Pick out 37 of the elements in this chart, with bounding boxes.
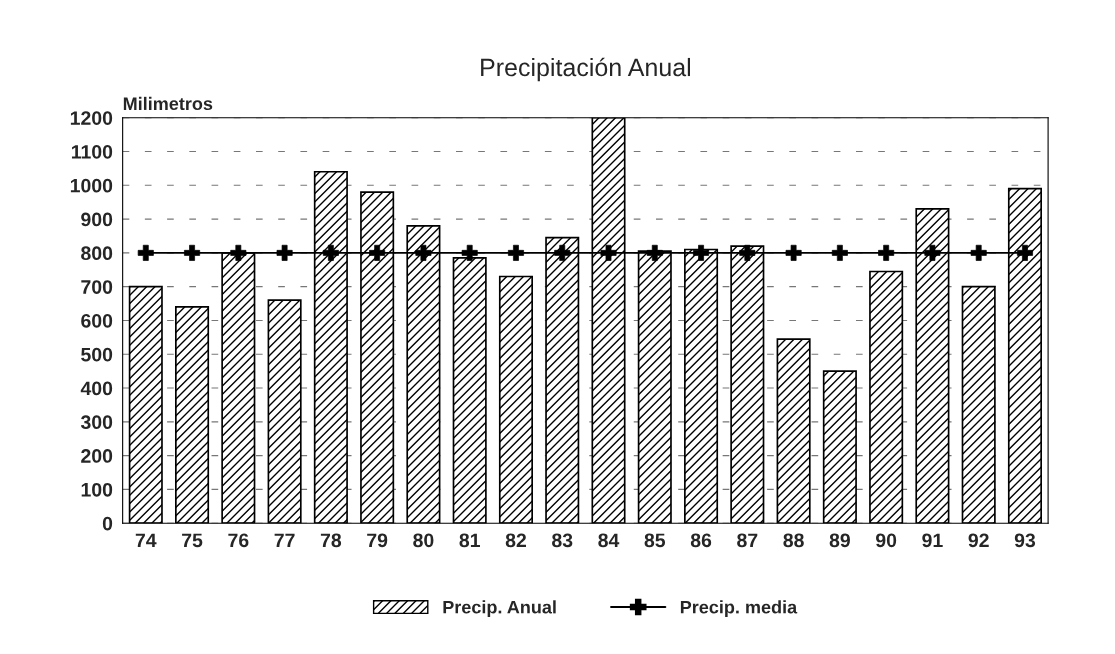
x-tick-label: 93 [1014, 533, 1036, 548]
x-tick-label: 80 [413, 533, 434, 548]
y-tick-label: 600 [81, 313, 113, 328]
x-tick-label: 86 [690, 533, 712, 548]
x-tick-label: 82 [505, 533, 526, 548]
x-tick-label: 85 [644, 533, 666, 548]
legend-label: Precip. media [680, 600, 798, 618]
y-tick-label: 1200 [70, 111, 113, 125]
x-tick-label: 84 [598, 533, 620, 548]
x-tick-label: 87 [737, 533, 758, 548]
x-tick-label: 74 [135, 533, 157, 548]
x-tick-label: 90 [876, 533, 897, 548]
x-tick-label: 81 [459, 533, 480, 548]
y-tick-label: 0 [102, 516, 113, 531]
x-tick-label: 78 [320, 533, 342, 548]
chart-title: Precipitación Anual [481, 57, 691, 82]
x-tick-label: 92 [968, 533, 989, 548]
y-tick-label: 1100 [71, 144, 113, 159]
x-tick-label: 83 [552, 533, 573, 548]
y-tick-label: 900 [81, 212, 113, 227]
x-tick-label: 88 [783, 533, 804, 548]
y-tick-label: 200 [81, 449, 113, 463]
x-tick-label: 89 [829, 533, 850, 548]
x-tick-label: 77 [274, 533, 295, 548]
y-tick-label: 300 [80, 415, 113, 430]
y-tick-label: 500 [81, 347, 113, 362]
y-tick-label: 800 [81, 246, 113, 261]
y-tick-label: 1000 [70, 178, 113, 193]
y-tick-label: 700 [81, 280, 113, 294]
x-tick-label: 76 [228, 533, 249, 548]
x-tick-label: 91 [922, 533, 943, 548]
y-tick-label: 400 [80, 381, 113, 396]
legend-label: Precip. Anual [443, 600, 556, 618]
x-tick-label: 75 [182, 533, 203, 548]
y-tick-label: 100 [81, 482, 113, 497]
y-axis-title: Milimetros [123, 96, 213, 111]
x-tick-label: 79 [367, 533, 388, 548]
